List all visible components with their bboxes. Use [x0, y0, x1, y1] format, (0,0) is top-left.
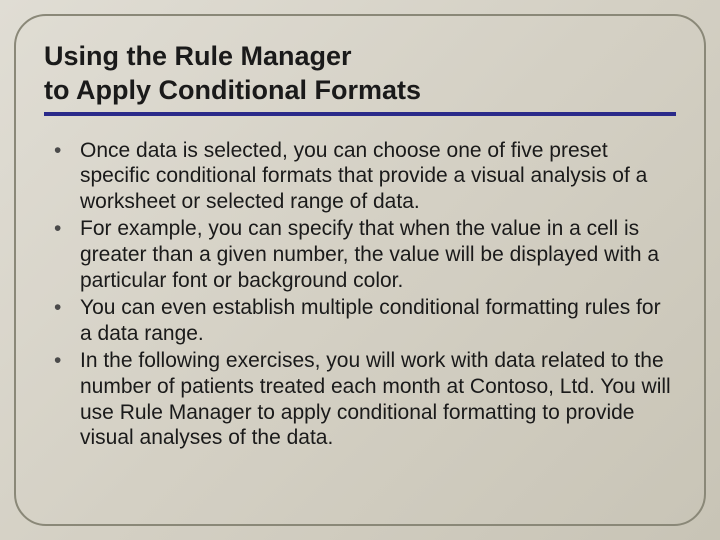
slide-content: Using the Rule Manager to Apply Conditio… [44, 40, 676, 453]
bullet-text: For example, you can specify that when t… [80, 217, 659, 291]
title-line-2: to Apply Conditional Formats [44, 75, 421, 105]
list-item: You can even establish multiple conditio… [44, 295, 676, 346]
bullet-text: In the following exercises, you will wor… [80, 349, 671, 449]
list-item: In the following exercises, you will wor… [44, 348, 676, 450]
title-underline: Using the Rule Manager to Apply Conditio… [44, 40, 676, 116]
bullet-list: Once data is selected, you can choose on… [44, 138, 676, 451]
bullet-text: You can even establish multiple conditio… [80, 296, 661, 345]
slide-title: Using the Rule Manager to Apply Conditio… [44, 40, 676, 112]
title-line-1: Using the Rule Manager [44, 41, 352, 71]
list-item: Once data is selected, you can choose on… [44, 138, 676, 215]
list-item: For example, you can specify that when t… [44, 216, 676, 293]
bullet-text: Once data is selected, you can choose on… [80, 139, 647, 213]
